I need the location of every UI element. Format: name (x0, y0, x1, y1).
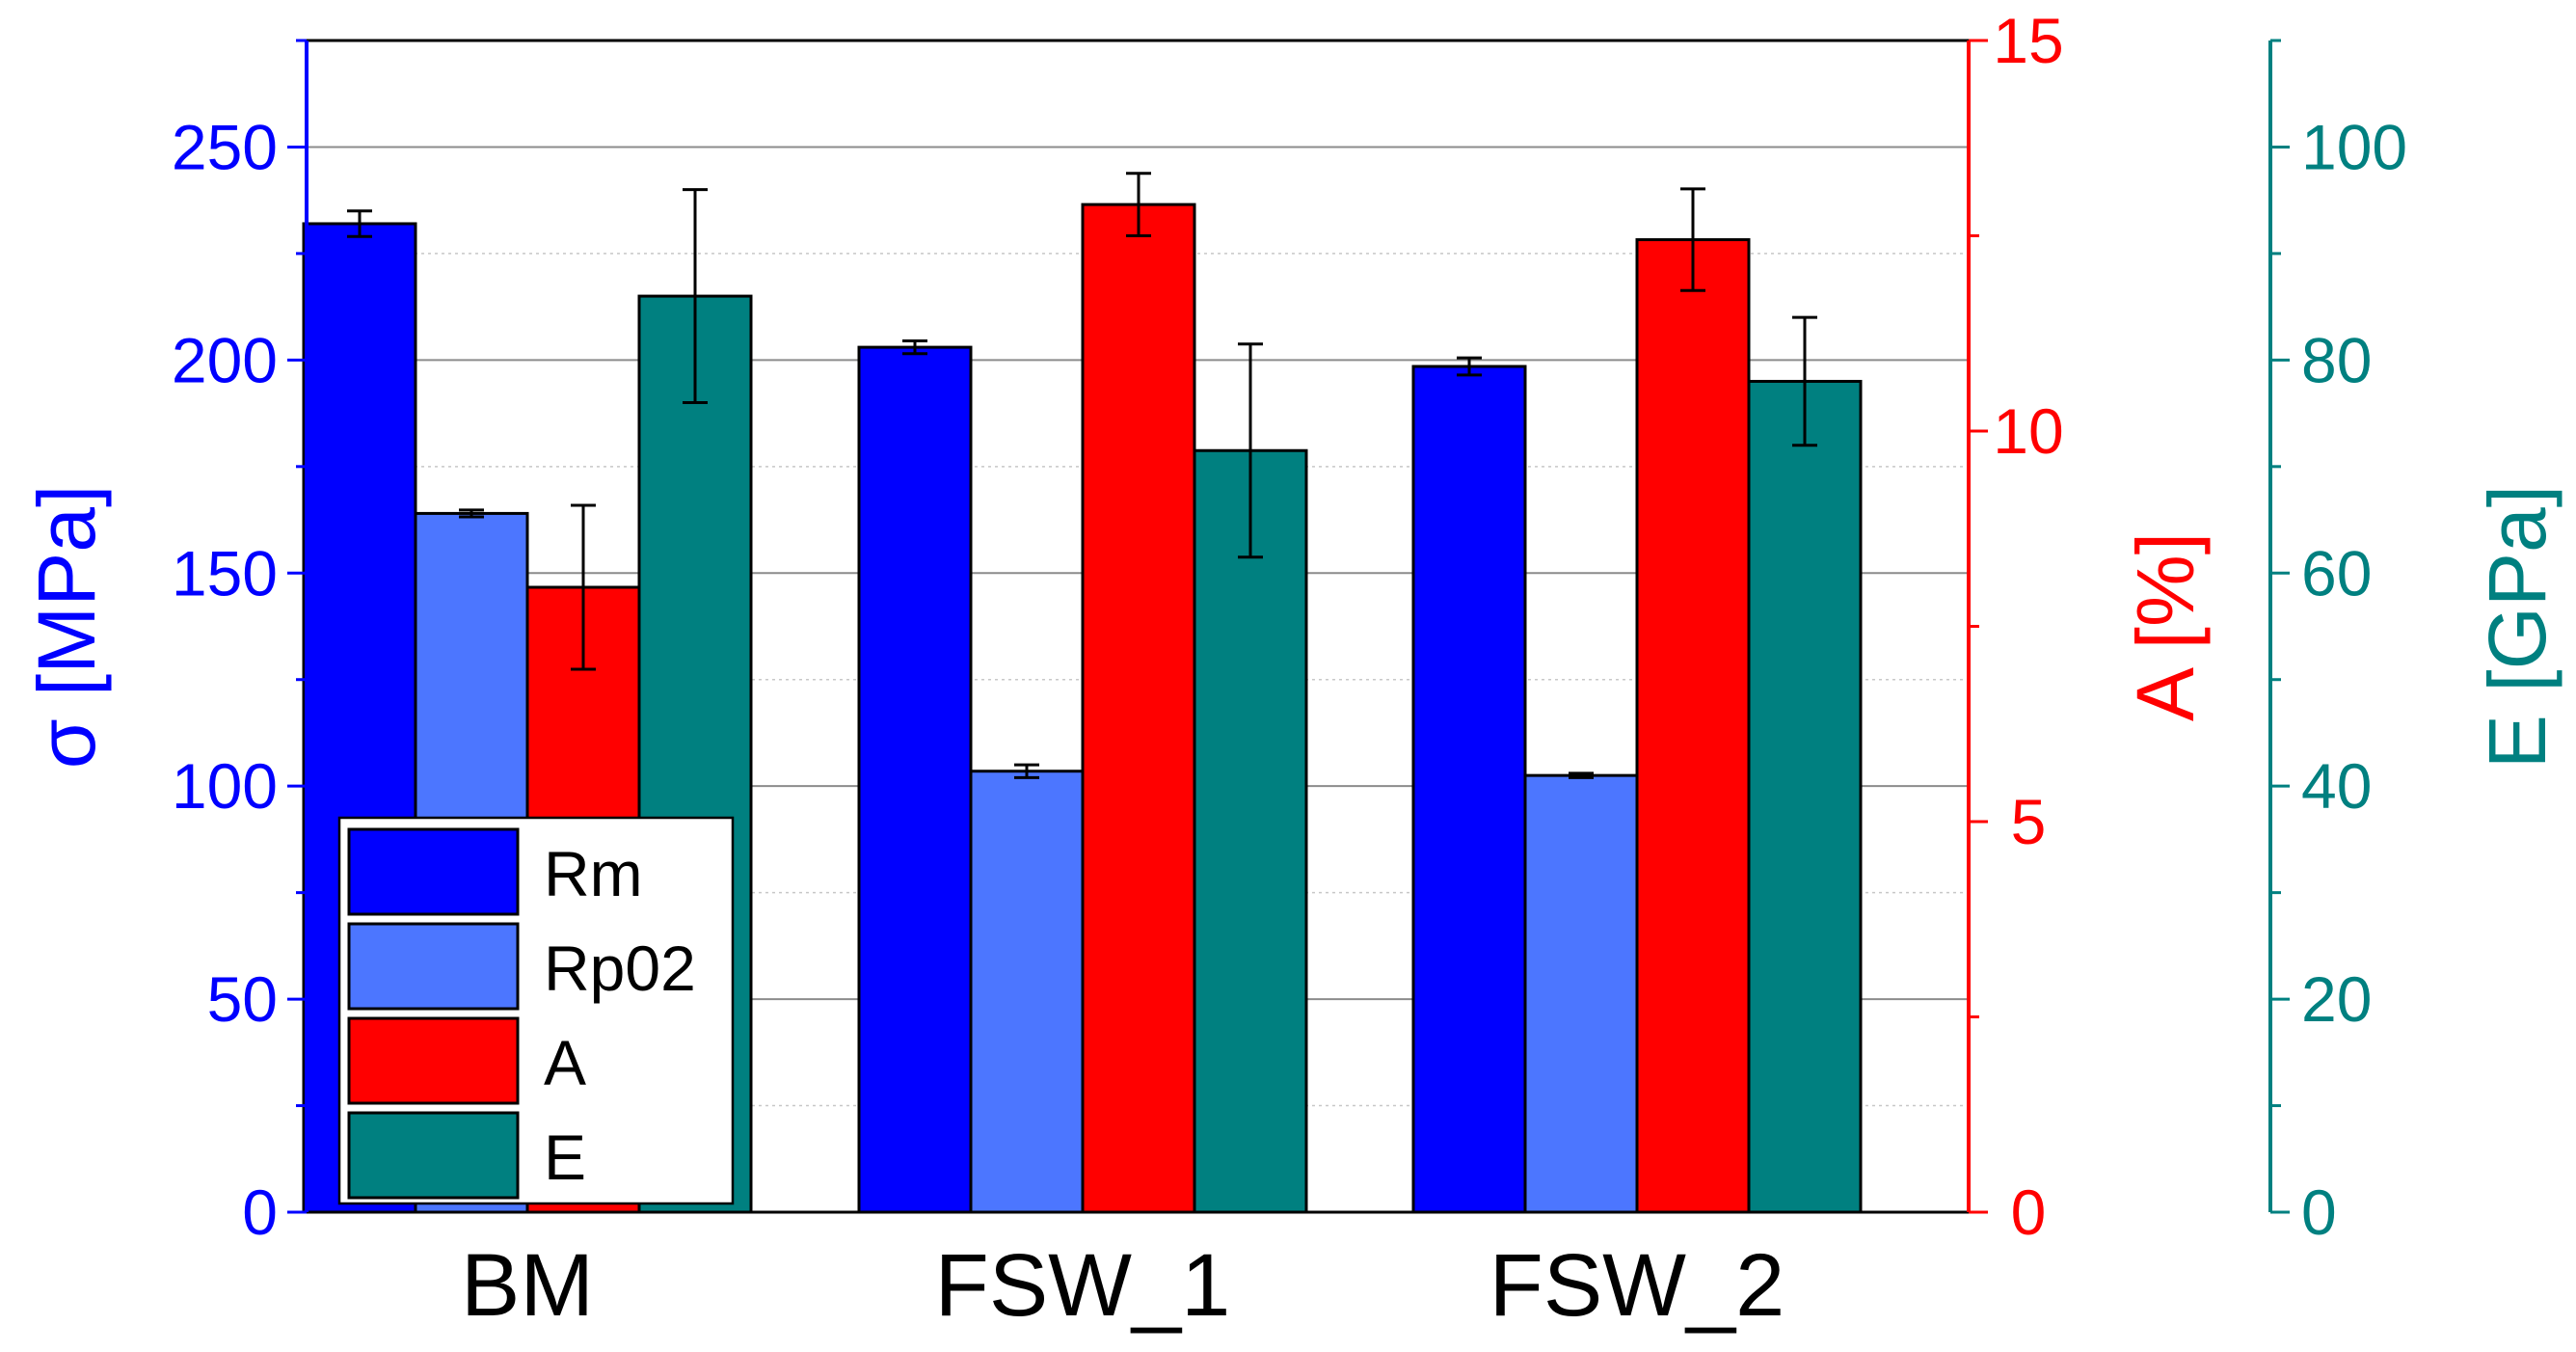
right-e-tick-label: 80 (2301, 324, 2372, 395)
right-a-tick-label: 10 (1993, 395, 2063, 467)
legend-label-a: A (544, 1027, 586, 1098)
left-tick-label: 250 (172, 111, 278, 182)
bar-rm-fsw_1 (857, 345, 973, 1214)
bar-rp02-fsw_2 (1523, 773, 1639, 1214)
right-e-tick-label: 100 (2301, 111, 2407, 182)
left-tick-label: 50 (207, 963, 278, 1035)
legend-swatch-a (347, 1016, 520, 1105)
legend: Rm Rp02 AE (337, 816, 735, 1205)
bar-e-fsw_1 (1193, 448, 1308, 1214)
right-a-tick-label: 0 (2011, 1176, 2047, 1248)
bar-e-fsw_2 (1747, 379, 1863, 1214)
right-axis-e-title: E [GPa] (2472, 485, 2563, 769)
legend-swatch-rp02 (347, 922, 520, 1011)
right-axis-a-title: A [%] (2120, 532, 2211, 721)
left-tick-label: 200 (172, 324, 278, 395)
legend-label-e: E (544, 1122, 586, 1193)
x-category-label: BM (461, 1236, 594, 1335)
axes-group: 0 50 100 150 200 250 σ [MPa] 0 5 10 15 A [%] 0 20 40 60… (21, 5, 2563, 1335)
legend-label-rm: Rm (544, 838, 643, 909)
right-a-tick-label: 5 (2011, 786, 2047, 857)
right-a-tick-label: 15 (1993, 5, 2063, 76)
bar-a-fsw_2 (1635, 238, 1751, 1214)
legend-swatch-e (347, 1111, 520, 1200)
x-category-label: FSW_2 (1489, 1236, 1785, 1335)
bar-rp02-fsw_1 (969, 770, 1085, 1214)
left-tick-label: 0 (242, 1176, 278, 1248)
right-e-tick-label: 40 (2301, 750, 2372, 822)
legend-swatch-rm (347, 827, 520, 916)
bar-rm-fsw_2 (1411, 365, 1527, 1214)
right-e-tick-label: 60 (2301, 537, 2372, 608)
legend-label-rp02: Rp02 (544, 933, 696, 1004)
right-e-tick-label: 0 (2301, 1176, 2337, 1248)
left-tick-label: 100 (172, 750, 278, 822)
right-e-tick-label: 20 (2301, 963, 2372, 1035)
bar-a-fsw_1 (1081, 203, 1196, 1214)
x-category-label: FSW_1 (935, 1236, 1231, 1335)
left-tick-label: 150 (172, 537, 278, 608)
error-bars-group (347, 172, 1817, 779)
left-axis-title: σ [MPa] (21, 485, 112, 770)
